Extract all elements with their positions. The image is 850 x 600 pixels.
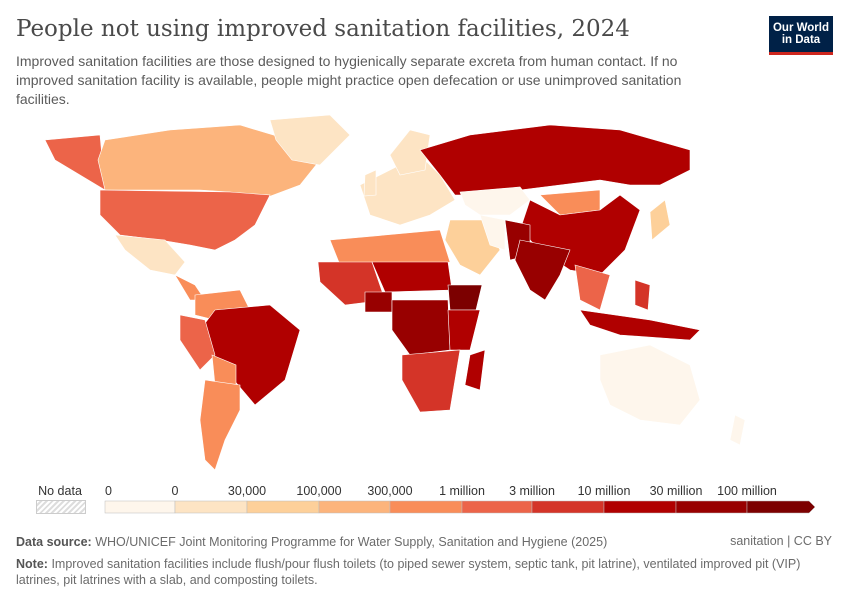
legend-bin-5[interactable]	[461, 500, 533, 514]
country-philippines[interactable]	[634, 279, 651, 311]
legend-tick-label: 300,000	[367, 484, 413, 498]
country-kazakhstan[interactable]	[459, 186, 531, 216]
chart-title: People not using improved sanitation fac…	[16, 16, 630, 42]
legend-tick-label: 10 million	[577, 484, 631, 498]
legend-bin-1[interactable]	[174, 500, 248, 514]
legend-bin-6[interactable]	[531, 500, 605, 514]
country-iran[interactable]	[479, 214, 506, 251]
legend-bin-7[interactable]	[603, 500, 677, 514]
data-source: Data source: WHO/UNICEF Joint Monitoring…	[16, 534, 607, 550]
legend-tick-label: 3 million	[509, 484, 555, 498]
country-greenland[interactable]	[269, 115, 351, 166]
country-east-africa[interactable]	[447, 309, 481, 351]
country-new-zealand[interactable]	[729, 414, 746, 446]
note-label: Note:	[16, 557, 48, 571]
country-peru[interactable]	[179, 314, 216, 371]
logo-line-1: Our World	[772, 22, 829, 34]
country-japan[interactable]	[649, 199, 671, 241]
legend-tick-label: 1 million	[439, 484, 485, 498]
country-sahel[interactable]	[371, 261, 453, 293]
legend-bin-2[interactable]	[246, 500, 320, 514]
country-usa[interactable]	[99, 189, 271, 251]
chart-subtitle: Improved sanitation facilities are those…	[16, 53, 682, 107]
country-southeast-asia[interactable]	[574, 264, 611, 311]
license[interactable]: sanitation | CC BY	[730, 534, 832, 548]
legend-tick-label: 100,000	[296, 484, 342, 498]
legend-tick-label: 0	[105, 484, 112, 498]
owid-logo[interactable]: Our World in Data	[769, 16, 833, 55]
country-uk[interactable]	[363, 169, 377, 197]
country-southern-africa[interactable]	[401, 349, 461, 413]
legend-no-data-label: No data	[38, 484, 82, 498]
country-russia[interactable]	[419, 124, 691, 196]
country-alaska[interactable]	[44, 134, 106, 191]
country-southern-cone[interactable]	[199, 379, 241, 471]
legend-color-scale	[104, 500, 816, 514]
legend-tick-label: 30,000	[227, 484, 267, 498]
legend-tick-label: 100 million	[717, 484, 777, 498]
note: Note: Improved sanitation facilities inc…	[16, 556, 816, 588]
legend-bin-8[interactable]	[675, 500, 748, 514]
logo-line-2: in Data	[781, 34, 821, 46]
legend-bin-0[interactable]	[104, 500, 176, 514]
country-nigeria[interactable]	[364, 291, 393, 313]
country-indonesia[interactable]	[579, 309, 701, 341]
legend-no-data-swatch[interactable]	[36, 500, 86, 514]
country-ethiopia[interactable]	[447, 284, 483, 311]
legend-bin-4[interactable]	[389, 500, 463, 514]
country-madagascar[interactable]	[464, 349, 486, 391]
country-india[interactable]	[514, 239, 571, 301]
world-map[interactable]	[0, 115, 850, 480]
legend-bin-3[interactable]	[318, 500, 391, 514]
legend-bin-9[interactable]	[746, 500, 816, 514]
source-text[interactable]: WHO/UNICEF Joint Monitoring Programme fo…	[95, 535, 608, 549]
legend-tick-label: 30 million	[649, 484, 703, 498]
source-label: Data source:	[16, 535, 92, 549]
country-canada[interactable]	[97, 124, 321, 201]
country-australia[interactable]	[599, 344, 701, 426]
country-central-africa[interactable]	[391, 299, 451, 356]
legend-tick-label: 0	[171, 484, 179, 498]
note-text: Improved sanitation facilities include f…	[16, 557, 801, 587]
